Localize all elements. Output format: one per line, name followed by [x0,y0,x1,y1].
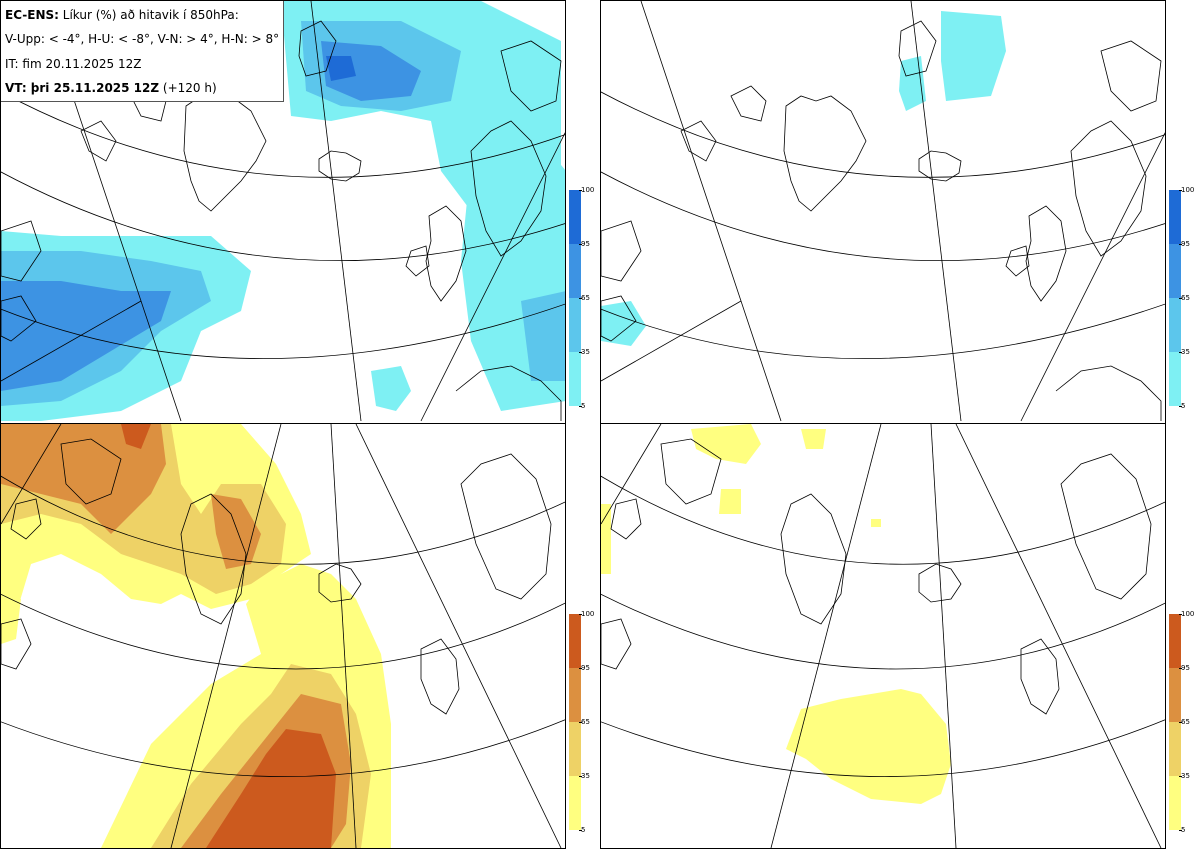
colorbar-tick: 35 [1179,348,1190,356]
colorbar-tick: 5 [578,826,586,834]
colorbar-tick: 100 [1178,610,1195,618]
colorbar-tick: 35 [1179,772,1190,780]
map-panel-bottom-right [600,423,1166,849]
colorbar-warm-bottom-right: 100 95 65 35 5 [1169,610,1194,834]
initial-time: IT: fim 20.11.2025 12Z [5,57,142,71]
colorbar-tick: 95 [579,240,590,248]
probability-field [1,1,565,421]
colorbar-tick: 65 [579,718,590,726]
colorbar-tick: 65 [579,294,590,302]
valid-time: VT: þri 25.11.2025 12Z [5,81,160,95]
probability-field [1,424,391,848]
info-box: EC-ENS: Líkur (%) að hitavik í 850hPa: V… [1,1,284,102]
colorbar-tick: 35 [579,772,590,780]
product-title: Líkur (%) að hitavik í 850hPa: [58,8,239,22]
map-panel-top-left: EC-ENS: Líkur (%) að hitavik í 850hPa: V… [0,0,566,424]
probability-map [601,424,1165,848]
model-name: EC-ENS: [5,8,59,22]
colorbar-cold-top-left: 100 95 65 35 5 [569,186,594,410]
colorbar-tick: 65 [1179,718,1190,726]
colorbar-tick: 5 [578,402,586,410]
probability-map [601,1,1165,422]
colorbar-tick: 35 [579,348,590,356]
colorbar-tick: 95 [1179,240,1190,248]
map-panel-bottom-left [0,423,566,849]
probability-map [1,1,565,422]
colorbar-tick: 100 [578,186,595,194]
colorbar-tick: 95 [579,664,590,672]
colorbar-tick: 100 [1178,186,1195,194]
colorbar-warm-bottom-left: 100 95 65 35 5 [569,610,594,834]
threshold-legend: V-Upp: < -4°, H-U: < -8°, V-N: > 4°, H-N… [5,32,280,46]
colorbar-tick: 100 [578,610,595,618]
colorbar-tick: 95 [1179,664,1190,672]
colorbar-tick: 5 [1178,402,1186,410]
colorbar-cold-top-right: 100 95 65 35 5 [1169,186,1194,410]
colorbar-tick: 5 [1178,826,1186,834]
probability-field [601,424,951,804]
lead-time: (+120 h) [159,81,217,95]
colorbar-tick: 65 [1179,294,1190,302]
probability-map [1,424,565,848]
probability-field [601,11,1006,346]
map-panel-top-right [600,0,1166,424]
